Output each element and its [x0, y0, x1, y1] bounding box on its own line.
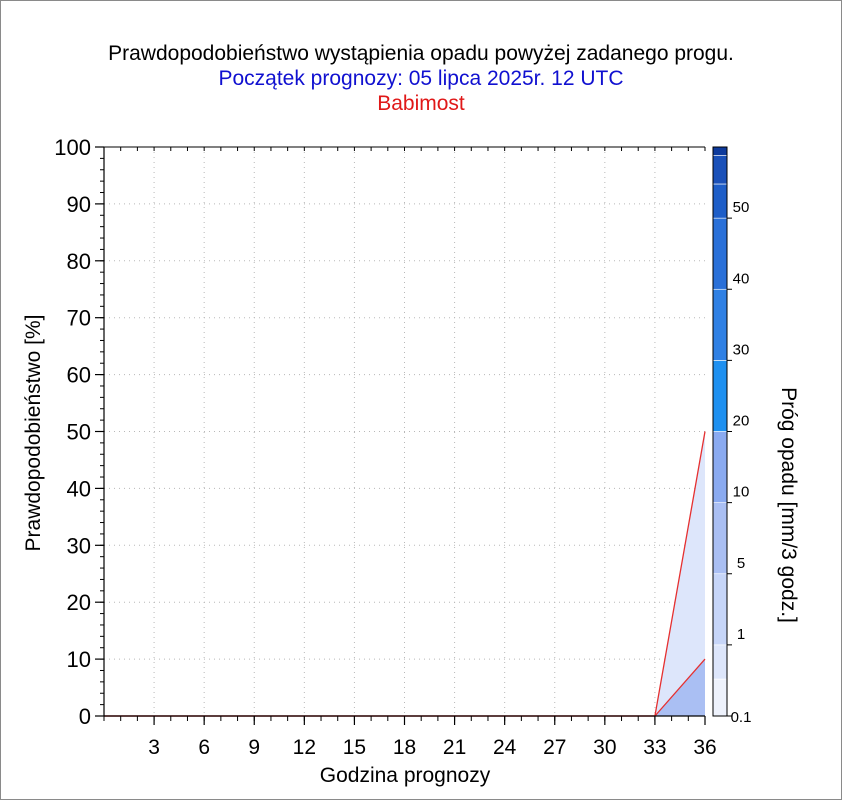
- colorbar-swatch: [712, 678, 728, 717]
- colorbar-tick-label: 10: [733, 484, 750, 501]
- colorbar-swatch: [712, 217, 728, 290]
- colorbar-label: Próg opadu [mm/3 godz.]: [777, 387, 800, 623]
- chart-subtitle: Początek prognozy: 05 lipca 2025r. 12 UT…: [218, 67, 624, 90]
- x-axis-label: Godzina prognozy: [320, 764, 491, 787]
- x-tick-label: 6: [198, 736, 210, 759]
- y-tick-label: 30: [67, 533, 91, 558]
- x-tick-label: 24: [493, 736, 517, 759]
- y-axis-label: Prawdopodobieństwo [%]: [22, 315, 45, 552]
- colorbar-swatch: [712, 644, 728, 680]
- x-tick-label: 15: [343, 736, 366, 759]
- colorbar-swatch: [712, 155, 728, 185]
- x-tick-label: 30: [593, 736, 616, 759]
- y-tick-label: 80: [67, 249, 91, 274]
- colorbar-tick-label: 30: [733, 341, 750, 358]
- y-tick-label: 0: [79, 704, 91, 729]
- x-tick-label: 18: [393, 736, 416, 759]
- y-tick-label: 100: [54, 135, 91, 160]
- y-tick-label: 40: [67, 476, 91, 501]
- colorbar-tick-label: 1: [737, 626, 745, 643]
- chart-title: Prawdopodobieństwo wystąpienia opadu pow…: [108, 42, 734, 65]
- y-tick-label: 90: [67, 192, 91, 217]
- colorbar-swatch: [712, 288, 728, 361]
- x-tick-label: 21: [443, 736, 466, 759]
- y-tick-label: 60: [67, 363, 91, 388]
- y-tick-label: 70: [67, 306, 91, 331]
- colorbar-swatch: [712, 360, 728, 432]
- chart-location: Babimost: [377, 92, 465, 115]
- x-tick-label: 3: [148, 736, 160, 759]
- grid: [104, 147, 705, 716]
- x-tick-label: 27: [543, 736, 566, 759]
- x-tick-label: 12: [293, 736, 316, 759]
- colorbar: 0.1 1 5 10 20 30 40 50: [712, 146, 752, 726]
- y-tick-label: 10: [67, 647, 91, 672]
- x-tick-label: 33: [643, 736, 666, 759]
- x-tick-label: 36: [693, 736, 716, 759]
- colorbar-swatch: [712, 573, 728, 646]
- y-tick-label: 20: [67, 590, 91, 615]
- colorbar-tick-label: 0.1: [731, 709, 752, 726]
- colorbar-tick-label: 5: [737, 555, 745, 572]
- colorbar-swatch: [712, 502, 728, 575]
- colorbar-swatch: [712, 431, 728, 503]
- colorbar-tick-label: 40: [733, 270, 750, 287]
- colorbar-swatch: [712, 146, 728, 156]
- colorbar-tick-label: 20: [733, 413, 750, 430]
- colorbar-swatch: [712, 183, 728, 219]
- colorbar-tick-label: 50: [733, 199, 750, 216]
- x-tick-label: 9: [248, 736, 260, 759]
- y-tick-label: 50: [67, 420, 91, 445]
